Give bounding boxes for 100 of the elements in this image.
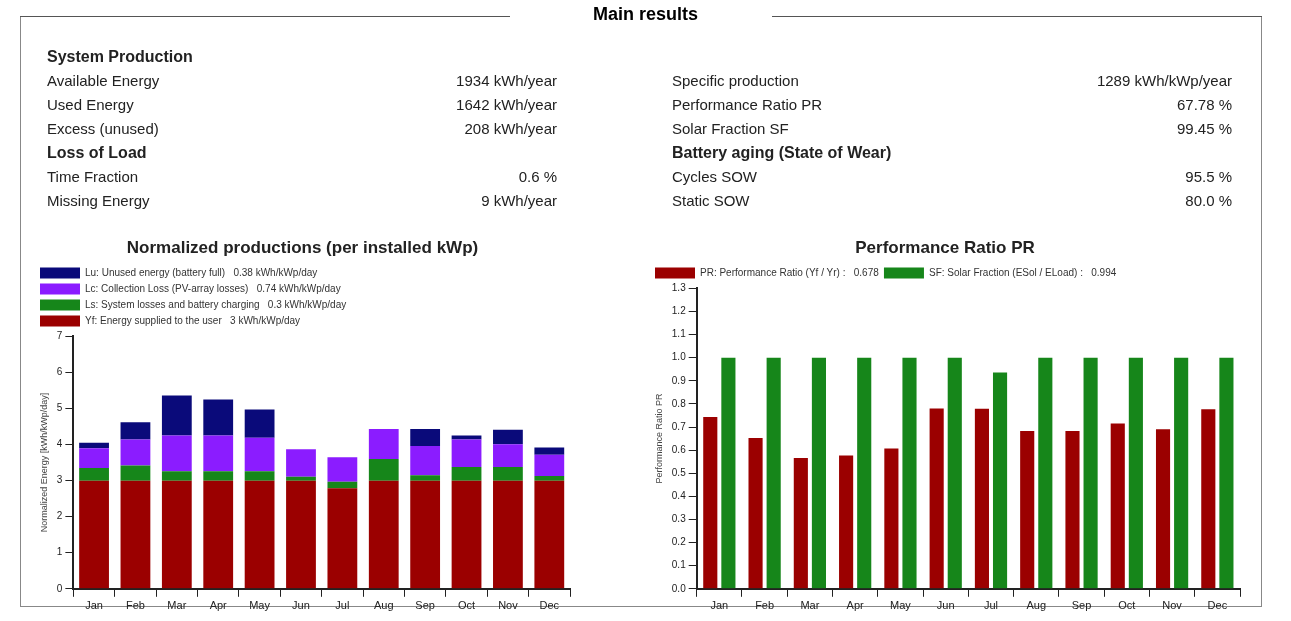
text: 1934 kWh/year: [455, 71, 557, 91]
bar: [244, 471, 275, 481]
legend-label: Lc: Collection Loss (PV-array losses) 0.74 kWh/kWp/day: [85, 282, 341, 294]
legend-label: PR: Performance Ratio (Yf / Yr) : 0.678: [700, 266, 880, 278]
x-tick-label: Feb: [125, 599, 145, 612]
y-tick-label: 0.0: [671, 582, 687, 594]
y-tick-label: 0.5: [671, 467, 687, 479]
y-tick-label: 1.2: [671, 305, 687, 317]
bar: [1110, 423, 1125, 589]
text: 1642 kWh/year: [455, 95, 557, 115]
bar: [327, 457, 358, 482]
bar: [1219, 357, 1234, 589]
bar: [451, 466, 482, 481]
legend-label: Lu: Unused energy (battery full) 0.38 kWh/kWp/day: [85, 266, 318, 278]
y-tick-label: 1: [56, 546, 63, 558]
bar: [857, 357, 872, 589]
x-tick-label: Jan: [710, 599, 729, 612]
bar: [120, 480, 151, 589]
x-tick-label: Nov: [1162, 599, 1183, 612]
bar: [1065, 430, 1080, 589]
bar: [286, 476, 316, 481]
y-tick-label: 2: [56, 510, 63, 522]
bar: [493, 480, 523, 589]
text: System Production: [47, 47, 194, 67]
bar: [161, 480, 192, 589]
bar: [244, 409, 275, 438]
legend-label: Yf: Energy supplied to the user 3 kWh/kWp/day: [85, 314, 301, 326]
text: 67.78 %: [1175, 95, 1232, 115]
x-tick-label: Mar: [800, 599, 820, 612]
text: 1289 kWh/kWp/year: [1095, 71, 1232, 91]
y-tick-label: 5: [56, 402, 63, 414]
bar: [451, 435, 482, 440]
y-tick-label: 0.8: [671, 397, 687, 409]
bar: [1020, 430, 1035, 589]
bar: [203, 480, 234, 589]
text: Static SOW: [672, 191, 751, 211]
bar: [410, 429, 441, 447]
bar: [120, 465, 151, 481]
bar: [203, 471, 234, 481]
bar: [410, 480, 441, 589]
bar: [410, 446, 441, 476]
bar: [839, 455, 854, 589]
bar: [811, 357, 827, 589]
y-tick-label: 0.9: [671, 374, 687, 386]
bar: [1038, 357, 1053, 589]
x-tick-label: Oct: [1118, 599, 1136, 612]
chart-title: Performance Ratio PR: [855, 237, 1035, 257]
bar: [534, 480, 565, 589]
x-tick-label: Feb: [755, 599, 775, 612]
x-tick-label: Apr: [209, 599, 228, 612]
y-tick-label: 0.2: [671, 536, 687, 548]
y-tick-label: 1.3: [671, 282, 687, 294]
bar: [161, 435, 192, 472]
x-tick-label: Apr: [846, 599, 865, 612]
legend-label: SF: Solar Fraction (ESol / ELoad) : 0.994: [928, 266, 1117, 278]
bar: [79, 468, 109, 481]
bar: [703, 417, 718, 589]
bar: [79, 480, 109, 589]
bar: [286, 449, 316, 477]
x-tick-label: Nov: [498, 599, 519, 612]
x-tick-label: May: [249, 599, 271, 612]
bar: [721, 357, 736, 589]
bar: [120, 439, 151, 466]
x-tick-label: Sep: [415, 599, 435, 612]
x-tick-label: Aug: [1026, 599, 1047, 612]
bar: [534, 475, 565, 481]
text: Performance Ratio PR: [672, 95, 824, 115]
text: Battery aging (State of Wear): [672, 143, 893, 163]
bar: [327, 481, 358, 489]
y-tick-label: 1.0: [671, 351, 687, 363]
bar: [902, 357, 917, 589]
bar: [161, 395, 192, 436]
y-tick-label: 0.7: [671, 420, 687, 432]
bar: [79, 442, 109, 449]
text: Missing Energy: [47, 191, 151, 211]
bar: [368, 458, 399, 481]
bar: [368, 480, 399, 589]
y-tick-label: 0.3: [671, 513, 687, 525]
bar: [1155, 429, 1171, 589]
chart-title: Normalized productions (per installed kWp): [126, 237, 479, 257]
bar: [534, 454, 565, 476]
text: 208 kWh/year: [463, 119, 557, 139]
legend-label: Ls: System losses and battery charging 0.3 kWh/kWp/day: [85, 298, 347, 310]
text: Solar Fraction SF: [672, 119, 790, 139]
x-tick-label: Dec: [539, 599, 560, 612]
bar: [451, 439, 482, 467]
bar: [534, 447, 565, 455]
x-tick-label: Sep: [1071, 599, 1092, 612]
text: Time Fraction: [47, 167, 140, 187]
x-tick-label: Aug: [373, 599, 394, 612]
bar: [203, 435, 234, 472]
y-axis-title: Normalized Energy [kWh/kWp/day]: [38, 392, 49, 533]
x-tick-label: Jan: [85, 599, 103, 612]
bar: [79, 448, 109, 469]
bar: [1083, 357, 1098, 589]
bar: [493, 429, 523, 445]
text: 9 kWh/year: [480, 191, 557, 211]
text: Excess (unused): [47, 119, 160, 139]
bar: [286, 480, 316, 589]
y-tick-label: 0.4: [671, 490, 687, 502]
